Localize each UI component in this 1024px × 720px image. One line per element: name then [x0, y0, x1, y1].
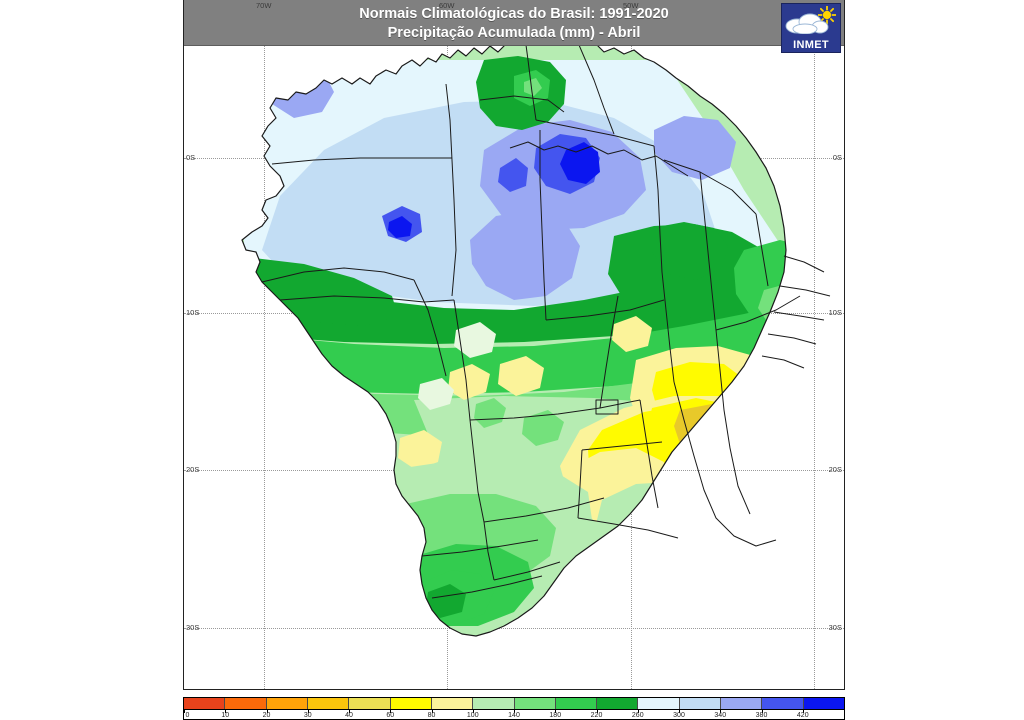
precipitation-contour-map [241, 21, 831, 637]
colorbar-tick-5 [390, 710, 392, 713]
political-boundaries [241, 21, 831, 637]
title-line-1: Normais Climatológicas do Brasil: 1991-2… [359, 6, 669, 22]
colorbar-tick-4 [349, 710, 350, 713]
cloud-icon [785, 13, 829, 34]
map-frame: 0S 10S 20S 30S 0S 10S 20S 30S 70W 60W 50… [183, 0, 845, 690]
colorbar-swatch-1 [225, 698, 267, 709]
colorbar-swatches [183, 697, 845, 710]
lon-label-50w: 50W [623, 1, 639, 10]
colorbar-tick-12 [679, 710, 680, 713]
colorbar-tick-label-0: 0 [185, 711, 190, 719]
colorbar-swatch-4 [349, 698, 391, 709]
colorbar-tick-label-4: 40 [345, 711, 353, 719]
colorbar-tick-label-11: 260 [631, 711, 644, 719]
title-line-2: Precipitação Acumulada (mm) - Abril [387, 25, 641, 41]
colorbar-swatch-5 [390, 698, 432, 709]
colorbar-tick-label-9: 180 [549, 711, 562, 719]
lon-label-60w: 60W [439, 1, 455, 10]
colorbar-tick-9 [555, 710, 557, 713]
lat-label-left-20s: 20S [186, 465, 200, 474]
sun-icon [818, 6, 836, 24]
lat-label-left-30s: 30S [186, 623, 200, 632]
colorbar-swatch-3 [307, 698, 350, 709]
colorbar-swatch-10 [597, 698, 639, 709]
colorbar: 0 10 20 30 40 60 80 100 140 180 220 260 300 340 380 420 [183, 697, 845, 720]
colorbar-tick-13 [720, 710, 722, 713]
colorbar-swatch-6 [431, 698, 474, 709]
lat-label-left-10s: 10S [186, 308, 200, 317]
inmet-logo-text: INMET [793, 39, 829, 51]
lat-label-left-0s: 0S [186, 153, 196, 162]
colorbar-tick-label-7: 100 [466, 711, 479, 719]
colorbar-tick-label-12: 300 [673, 711, 685, 719]
colorbar-swatch-9 [555, 698, 598, 709]
lat-label-right-10s: 10S [828, 308, 842, 317]
colorbar-tick-8 [514, 710, 515, 713]
colorbar-swatch-12 [679, 698, 722, 709]
inmet-logo: INMET [781, 3, 841, 53]
map-title-banner: Normais Climatológicas do Brasil: 1991-2… [184, 0, 844, 46]
colorbar-swatch-11 [638, 698, 680, 709]
colorbar-tick-15 [802, 710, 804, 713]
colorbar-tick-10 [596, 710, 598, 713]
colorbar-swatch-14 [762, 698, 804, 709]
colorbar-swatch-13 [721, 698, 763, 709]
colorbar-swatch-15 [803, 698, 844, 709]
colorbar-tick-3 [307, 710, 309, 713]
colorbar-tick-2 [266, 710, 268, 713]
colorbar-tick-1 [225, 710, 227, 713]
colorbar-tick-11 [637, 710, 639, 713]
lon-label-70w: 70W [256, 1, 272, 10]
colorbar-tick-label-13: 340 [714, 711, 727, 719]
lat-label-right-30s: 30S [828, 623, 842, 632]
colorbar-tick-label-6: 80 [427, 711, 436, 719]
colorbar-tick-label-1: 10 [221, 711, 230, 719]
contour-fill-group [242, 22, 786, 636]
colorbar-swatch-7 [473, 698, 515, 709]
colorbar-swatch-2 [266, 698, 308, 709]
colorbar-tick-label-14: 380 [755, 711, 768, 719]
colorbar-tick-0 [184, 710, 185, 713]
colorbar-axis: 0 10 20 30 40 60 80 100 140 180 220 260 300 340 380 420 [183, 710, 845, 720]
colorbar-swatch-0 [184, 698, 226, 709]
colorbar-tick-label-2: 20 [262, 711, 271, 719]
colorbar-tick-14 [761, 710, 763, 713]
lat-label-right-0s: 0S [832, 153, 842, 162]
colorbar-tick-label-8: 140 [508, 711, 520, 719]
colorbar-tick-6 [431, 710, 433, 713]
colorbar-swatch-8 [514, 698, 556, 709]
colorbar-tick-label-10: 220 [590, 711, 603, 719]
colorbar-tick-7 [472, 710, 474, 713]
colorbar-tick-label-5: 60 [386, 711, 395, 719]
lat-label-right-20s: 20S [828, 465, 842, 474]
colorbar-tick-label-3: 30 [303, 711, 312, 719]
colorbar-tick-label-15: 420 [796, 711, 809, 719]
